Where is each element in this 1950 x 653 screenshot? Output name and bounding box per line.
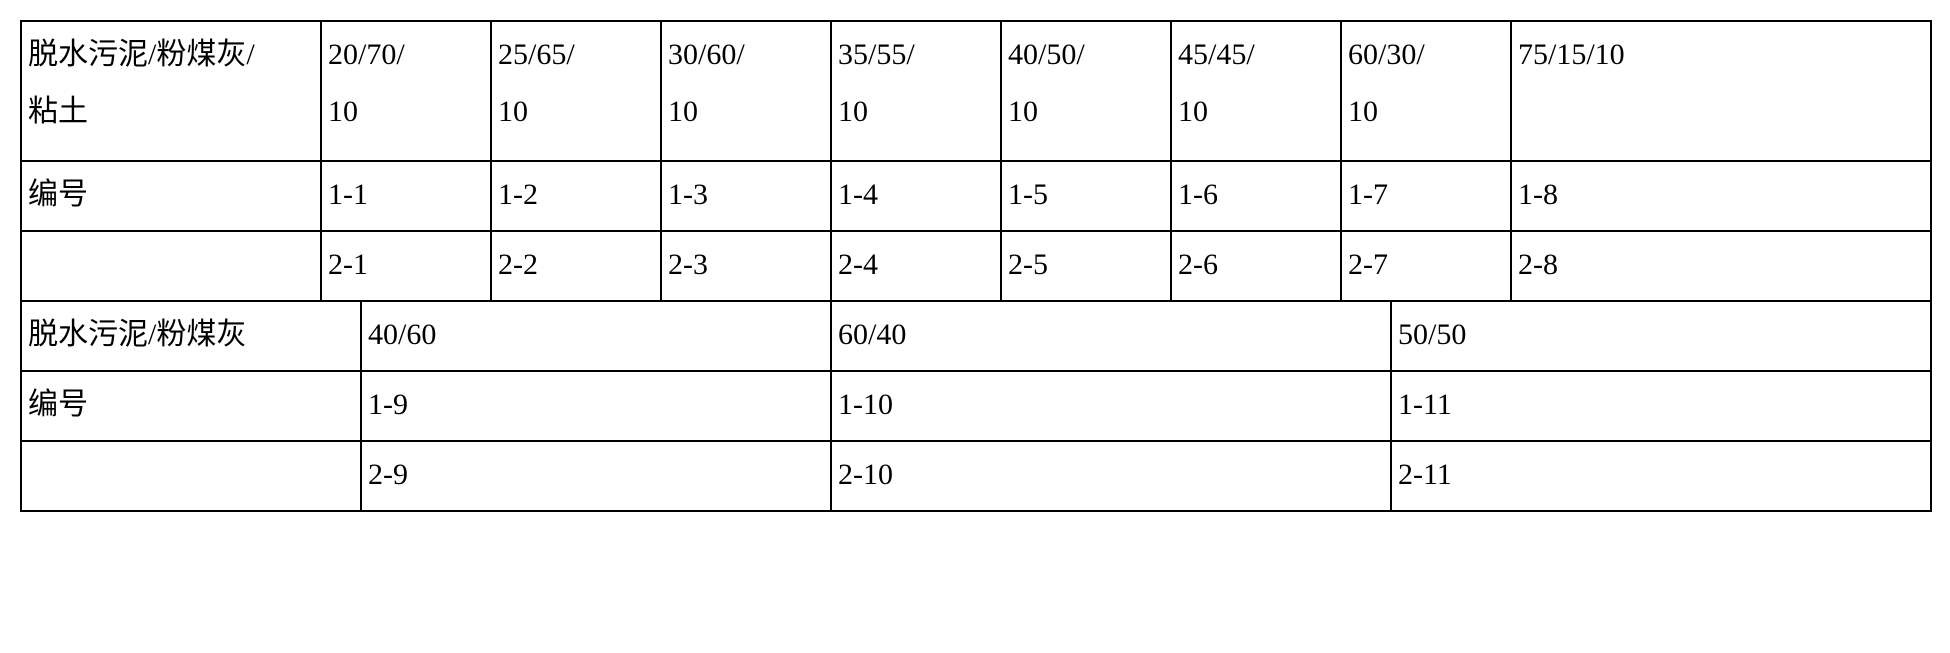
id-cell: 1-3	[661, 161, 831, 231]
table-row: 脱水污泥/粉煤灰/ 粘土 20/70/ 10 25/65/ 10 30/60/ …	[21, 21, 1931, 161]
id-cell: 1-4	[831, 161, 1001, 231]
id-cell: 2-1	[321, 231, 491, 301]
id-cell: 2-4	[831, 231, 1001, 301]
table-lower: 脱水污泥/粉煤灰 40/60 60/40 50/50 编号 1-9 1-10 1…	[20, 300, 1932, 512]
ratio-cell: 35/55/ 10	[831, 21, 1001, 161]
id-cell: 2-6	[1171, 231, 1341, 301]
ratio-cell: 60/30/ 10	[1341, 21, 1511, 161]
table-upper: 脱水污泥/粉煤灰/ 粘土 20/70/ 10 25/65/ 10 30/60/ …	[20, 20, 1932, 302]
id-cell: 1-9	[361, 371, 831, 441]
row-header: 脱水污泥/粉煤灰	[21, 301, 361, 371]
id-cell: 1-10	[831, 371, 1391, 441]
row-header: 编号	[21, 371, 361, 441]
id-cell: 2-11	[1391, 441, 1931, 511]
table-row: 脱水污泥/粉煤灰 40/60 60/40 50/50	[21, 301, 1931, 371]
id-cell: 1-1	[321, 161, 491, 231]
id-cell: 2-5	[1001, 231, 1171, 301]
row-header	[21, 441, 361, 511]
experiment-ratio-table: 脱水污泥/粉煤灰/ 粘土 20/70/ 10 25/65/ 10 30/60/ …	[20, 20, 1930, 512]
id-cell: 1-6	[1171, 161, 1341, 231]
id-cell: 1-2	[491, 161, 661, 231]
id-cell: 2-7	[1341, 231, 1511, 301]
table-row: 2-9 2-10 2-11	[21, 441, 1931, 511]
ratio-cell: 30/60/ 10	[661, 21, 831, 161]
ratio-cell: 45/45/ 10	[1171, 21, 1341, 161]
table-row: 编号 1-1 1-2 1-3 1-4 1-5 1-6 1-7 1-8	[21, 161, 1931, 231]
id-cell: 2-2	[491, 231, 661, 301]
ratio-cell: 40/60	[361, 301, 831, 371]
id-cell: 2-10	[831, 441, 1391, 511]
ratio-cell: 20/70/ 10	[321, 21, 491, 161]
ratio-cell: 50/50	[1391, 301, 1931, 371]
row-header: 编号	[21, 161, 321, 231]
id-cell: 1-8	[1511, 161, 1931, 231]
id-cell: 1-7	[1341, 161, 1511, 231]
table-row: 编号 1-9 1-10 1-11	[21, 371, 1931, 441]
id-cell: 2-3	[661, 231, 831, 301]
table-row: 2-1 2-2 2-3 2-4 2-5 2-6 2-7 2-8	[21, 231, 1931, 301]
id-cell: 1-5	[1001, 161, 1171, 231]
id-cell: 1-11	[1391, 371, 1931, 441]
id-cell: 2-9	[361, 441, 831, 511]
row-header: 脱水污泥/粉煤灰/ 粘土	[21, 21, 321, 161]
ratio-cell: 75/15/10	[1511, 21, 1931, 161]
row-header	[21, 231, 321, 301]
id-cell: 2-8	[1511, 231, 1931, 301]
ratio-cell: 40/50/ 10	[1001, 21, 1171, 161]
ratio-cell: 60/40	[831, 301, 1391, 371]
ratio-cell: 25/65/ 10	[491, 21, 661, 161]
